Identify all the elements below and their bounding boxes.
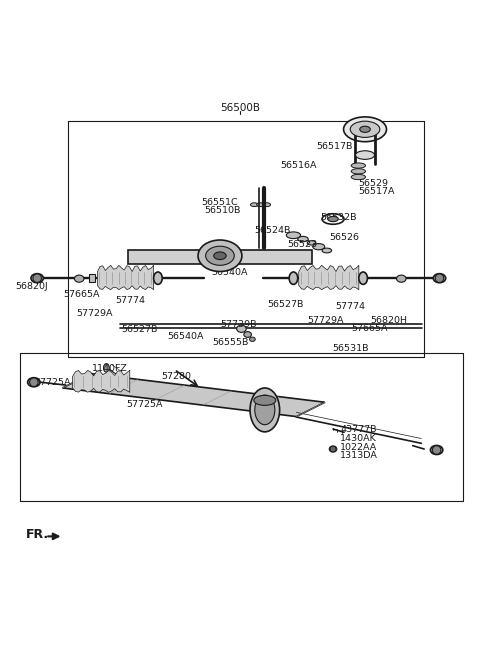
Ellipse shape [351,163,365,168]
Ellipse shape [263,203,271,207]
Ellipse shape [74,275,84,282]
Ellipse shape [205,246,234,266]
Text: FR.: FR. [26,529,49,541]
Text: 56523: 56523 [288,240,318,250]
Text: 57729A: 57729A [307,316,343,324]
Ellipse shape [104,364,109,372]
Ellipse shape [214,252,226,260]
Ellipse shape [244,332,252,337]
Text: 57739B: 57739B [220,320,256,329]
Text: 56516A: 56516A [281,161,317,170]
Ellipse shape [250,388,280,432]
Text: 56500B: 56500B [220,103,260,113]
Text: 56531B: 56531B [332,345,369,353]
Ellipse shape [351,175,365,180]
Polygon shape [62,373,325,417]
Ellipse shape [396,275,406,282]
Ellipse shape [433,274,446,283]
Text: 1140FZ: 1140FZ [92,365,128,373]
Ellipse shape [257,203,264,207]
Ellipse shape [360,126,370,132]
Ellipse shape [329,446,337,452]
Ellipse shape [313,244,324,250]
Ellipse shape [351,169,365,174]
Ellipse shape [286,232,300,239]
Ellipse shape [198,240,242,272]
Text: 57774: 57774 [115,296,145,304]
Text: 56524B: 56524B [254,226,291,235]
Text: 43777B: 43777B [340,425,377,434]
Ellipse shape [254,395,276,405]
Text: 56529: 56529 [359,179,388,188]
Text: 56527B: 56527B [121,325,158,334]
Text: 56526: 56526 [330,233,360,242]
Ellipse shape [154,272,162,284]
Text: 56527B: 56527B [268,300,304,309]
Text: 56532B: 56532B [320,213,357,222]
Circle shape [33,274,41,282]
Ellipse shape [344,117,386,142]
Bar [89,274,96,282]
Ellipse shape [328,216,338,221]
Ellipse shape [307,241,316,245]
Text: 56517A: 56517A [359,187,395,196]
Polygon shape [128,250,312,264]
Circle shape [432,446,441,454]
Text: 56551C: 56551C [201,198,238,207]
Ellipse shape [350,121,380,137]
Circle shape [435,274,444,282]
Text: 56517B: 56517B [316,142,353,151]
Text: 56820H: 56820H [370,316,407,324]
Ellipse shape [251,203,258,207]
Circle shape [30,378,38,387]
Ellipse shape [255,395,275,425]
Text: 57774: 57774 [336,302,365,311]
Text: 56555B: 56555B [212,338,249,347]
Text: 1430AK: 1430AK [340,434,377,443]
Ellipse shape [359,272,367,284]
Text: 56540A: 56540A [168,332,204,341]
Text: 57665A: 57665A [351,324,388,333]
Text: 57280: 57280 [161,372,191,381]
Ellipse shape [298,236,308,242]
Ellipse shape [28,378,40,387]
Text: 57665A: 57665A [63,290,100,299]
Ellipse shape [356,151,374,159]
Circle shape [330,446,336,452]
Text: 1313DA: 1313DA [340,451,378,460]
Text: 56540A: 56540A [211,268,248,277]
Text: 1022AA: 1022AA [340,443,377,452]
Ellipse shape [431,446,443,454]
Ellipse shape [322,214,344,224]
Text: 57729A: 57729A [77,309,113,318]
Text: 56510B: 56510B [204,206,240,215]
Ellipse shape [322,248,332,253]
Ellipse shape [250,337,255,341]
Ellipse shape [237,325,246,332]
Text: 57725A: 57725A [34,378,71,387]
Ellipse shape [289,272,298,284]
Ellipse shape [31,274,43,283]
Text: 57725A: 57725A [126,399,163,409]
Text: 56820J: 56820J [16,282,48,291]
